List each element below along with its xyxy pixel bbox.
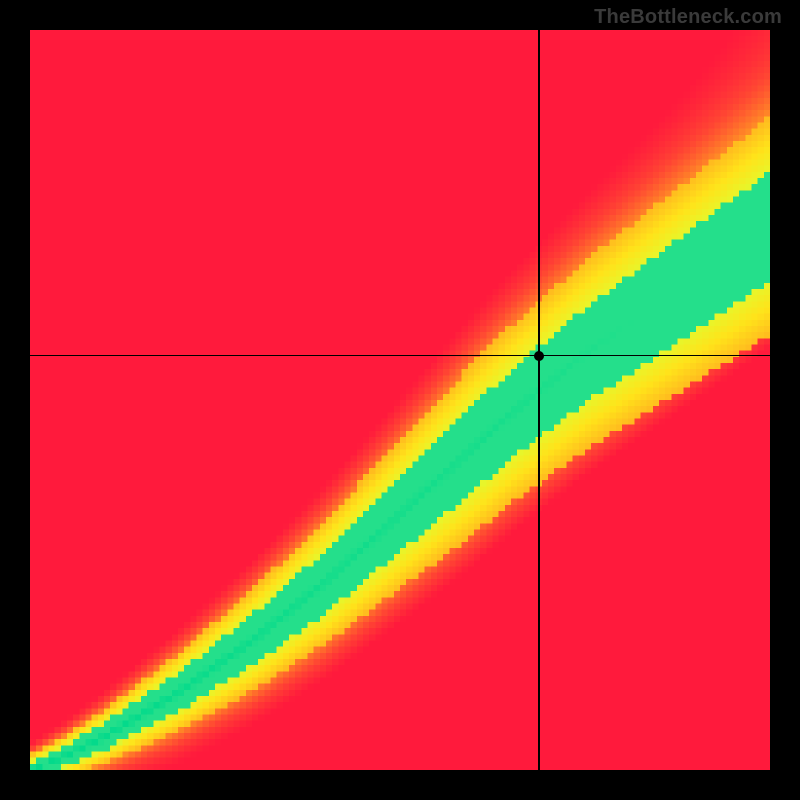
chart-container: TheBottleneck.com <box>0 0 800 800</box>
bottleneck-heatmap <box>30 30 770 770</box>
crosshair-marker <box>534 351 544 361</box>
crosshair-horizontal <box>30 355 770 357</box>
watermark-text: TheBottleneck.com <box>594 6 782 29</box>
crosshair-vertical <box>538 30 540 770</box>
